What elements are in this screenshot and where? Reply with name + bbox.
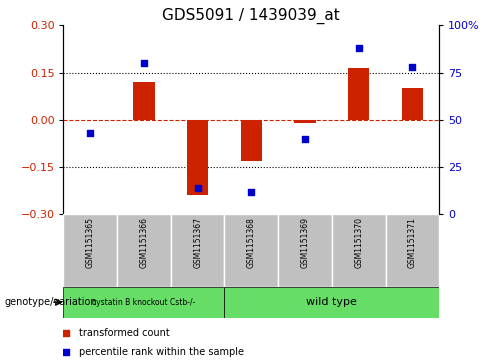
Title: GDS5091 / 1439039_at: GDS5091 / 1439039_at [163, 8, 340, 24]
Point [215, 95, 223, 101]
Point [301, 136, 309, 142]
Bar [294, 120, 316, 123]
Bar [117, 214, 171, 287]
Bar [133, 82, 155, 120]
Bar [63, 214, 117, 287]
Bar [348, 68, 369, 120]
Text: GSM1151366: GSM1151366 [140, 217, 148, 268]
Bar [63, 287, 224, 318]
Bar [278, 214, 332, 287]
Text: GSM1151368: GSM1151368 [247, 217, 256, 268]
Bar [332, 214, 386, 287]
Text: genotype/variation: genotype/variation [5, 297, 98, 307]
Bar [171, 214, 224, 287]
Point [355, 45, 363, 51]
Point [86, 130, 94, 136]
Text: GSM1151370: GSM1151370 [354, 217, 363, 268]
Bar [187, 120, 208, 195]
Text: GSM1151367: GSM1151367 [193, 217, 202, 268]
Text: transformed count: transformed count [79, 328, 170, 338]
Point [247, 189, 255, 195]
Point [140, 60, 148, 66]
Bar [386, 214, 439, 287]
Text: percentile rank within the sample: percentile rank within the sample [79, 347, 244, 357]
Point [194, 185, 202, 191]
Bar [224, 214, 278, 287]
Point [215, 268, 223, 274]
Text: GSM1151369: GSM1151369 [301, 217, 309, 268]
Bar [402, 88, 423, 120]
Text: GSM1151371: GSM1151371 [408, 217, 417, 268]
Text: cystatin B knockout Cstb-/-: cystatin B knockout Cstb-/- [92, 298, 196, 307]
Text: wild type: wild type [306, 297, 357, 307]
Bar [224, 287, 439, 318]
Point [408, 64, 416, 70]
Bar [241, 120, 262, 161]
Text: GSM1151365: GSM1151365 [86, 217, 95, 268]
